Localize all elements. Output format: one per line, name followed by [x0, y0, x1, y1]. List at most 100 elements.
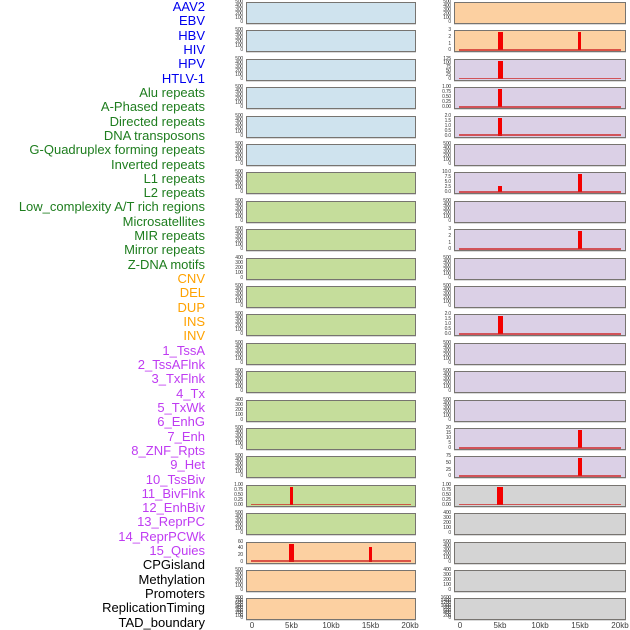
y-tick-label: 200 — [443, 577, 451, 583]
y-tick-label: 500 — [443, 283, 451, 289]
x-tick-label-0: 0 — [457, 621, 463, 630]
y-tick-label: 0.25 — [442, 99, 451, 106]
track-panel-8_ZNF_Rpts — [454, 257, 626, 280]
y-tick-label: 500 — [235, 339, 243, 346]
y-tick-label: 1000 — [440, 602, 452, 609]
y-tick-label: 1.00 — [442, 481, 451, 488]
track-panel-7_Enh — [454, 229, 626, 252]
y-tick-label: 800 — [235, 595, 243, 602]
y-tick-label: 500 — [443, 368, 451, 375]
y-tick-label: 400 — [443, 3, 451, 9]
y-tick-label: 600 — [235, 600, 243, 607]
track-panel-5_TxWk — [454, 172, 626, 195]
y-tick-label: 0 — [240, 473, 243, 480]
track-label-MIR repeats: MIR repeats — [134, 228, 205, 244]
y-tick-label: 500 — [443, 0, 451, 5]
track-label-A-Phased repeats: A-Phased repeats — [100, 99, 205, 115]
track-label-Alu repeats: Alu repeats — [139, 84, 205, 100]
y-tick-label: 0.25 — [234, 496, 243, 503]
peak-spike-5kb — [498, 186, 503, 193]
y-tick-label: 200 — [235, 124, 243, 131]
y-tick-label: 400 — [235, 173, 243, 180]
track-label-4_Tx: 4_Tx — [176, 385, 205, 401]
track-label-5_TxWk: 5_TxWk — [157, 399, 205, 415]
y-tick-label: 400 — [235, 59, 243, 66]
y-tick-label: 0.00 — [442, 104, 451, 111]
y-tick-label: 500 — [235, 567, 243, 573]
y-tick-label: 0.0 — [444, 132, 452, 139]
y-tick-label: 0 — [448, 246, 451, 253]
y-tick-label: 200 — [235, 39, 243, 46]
y-tick-label: 200 — [235, 610, 243, 617]
signal-baseline — [459, 77, 621, 80]
y-tick-label: 200 — [443, 351, 451, 358]
peak-spike-5kb — [497, 316, 503, 335]
y-tick-label: 500 — [443, 254, 451, 261]
track-panel-DUP — [246, 598, 416, 621]
y-tick-label: 500 — [235, 311, 243, 318]
y-tick-label: 100 — [235, 327, 243, 334]
y-tick-label: 15 — [445, 430, 451, 436]
y-tick-label: 100 — [235, 355, 243, 362]
signal-baseline — [459, 105, 621, 108]
track-panel-Microsatellites — [246, 428, 416, 450]
y-tick-label: 200 — [443, 153, 451, 159]
y-tick-label: 500 — [443, 141, 451, 147]
y-tick-label: 400 — [443, 510, 451, 517]
signal-baseline — [459, 333, 621, 335]
signal-baseline — [251, 560, 411, 563]
y-tick-label: 100 — [235, 242, 243, 249]
y-tick-label: 100 — [235, 15, 243, 21]
y-tick-label: 100 — [235, 185, 243, 192]
y-tick-label: 300 — [235, 376, 243, 383]
y-tick-label: 25 — [445, 71, 451, 78]
y-tick-label: 200 — [443, 408, 451, 415]
track-label-EBV: EBV — [178, 13, 205, 29]
track-label-8_ZNF_Rpts: 8_ZNF_Rpts — [131, 442, 205, 458]
y-tick-label: 100 — [235, 269, 243, 276]
y-tick-label: 300 — [235, 92, 243, 99]
y-tick-label: 100 — [443, 525, 451, 532]
y-tick-label: 500 — [235, 141, 243, 147]
y-tick-label: 200 — [235, 67, 243, 74]
y-tick-label: 300 — [235, 607, 243, 614]
y-tick-label: 200 — [235, 522, 243, 529]
y-tick-label: 0.75 — [442, 89, 451, 96]
track-panel-Low_complexity A/T rich regions — [246, 399, 416, 422]
signal-baseline — [459, 475, 621, 477]
x-tick-label-5kb: 5kb — [493, 621, 507, 630]
y-tick-label: 500 — [235, 84, 243, 91]
y-tick-label: 60 — [237, 538, 243, 545]
track-label-11_BivFlnk: 11_BivFlnk — [141, 485, 205, 501]
y-tick-label: 100 — [443, 157, 451, 163]
x-tick-label-5kb: 5kb — [285, 621, 298, 630]
y-tick-label: 300 — [443, 347, 451, 354]
y-tick-label: 400 — [443, 567, 451, 573]
y-tick-label: 1.00 — [234, 481, 243, 488]
y-tick-label: 400 — [443, 145, 451, 151]
y-tick-label: 0 — [448, 19, 451, 25]
y-tick-label: 1.5 — [444, 316, 452, 323]
y-tick-label: 0 — [240, 615, 243, 622]
y-tick-label: 2.5 — [444, 184, 452, 191]
y-tick-label: 400 — [443, 343, 451, 350]
track-panel-CPGisland — [454, 484, 626, 507]
y-tick-label: 100 — [443, 270, 451, 277]
y-tick-label: 200 — [235, 380, 243, 387]
y-tick-label: 100 — [443, 412, 451, 419]
x-tick-label-15kb: 15kb — [571, 621, 589, 630]
y-tick-label: 0 — [240, 19, 243, 25]
track-panel-Z-DNA motifs — [246, 513, 416, 536]
y-tick-label: 100 — [235, 43, 243, 50]
y-tick-label: 0 — [240, 104, 243, 111]
y-tick-label: 0 — [240, 331, 243, 338]
y-tick-label: 700 — [235, 597, 243, 604]
track-label-AAV2: AAV2 — [172, 0, 205, 14]
y-tick-label: 100 — [443, 15, 451, 21]
y-tick-label: 200 — [443, 380, 451, 387]
signal-baseline — [459, 247, 621, 250]
y-tick-label: 300 — [235, 319, 243, 326]
peak-spike-5kb — [497, 60, 503, 79]
peak-spike-15kb — [368, 547, 372, 562]
